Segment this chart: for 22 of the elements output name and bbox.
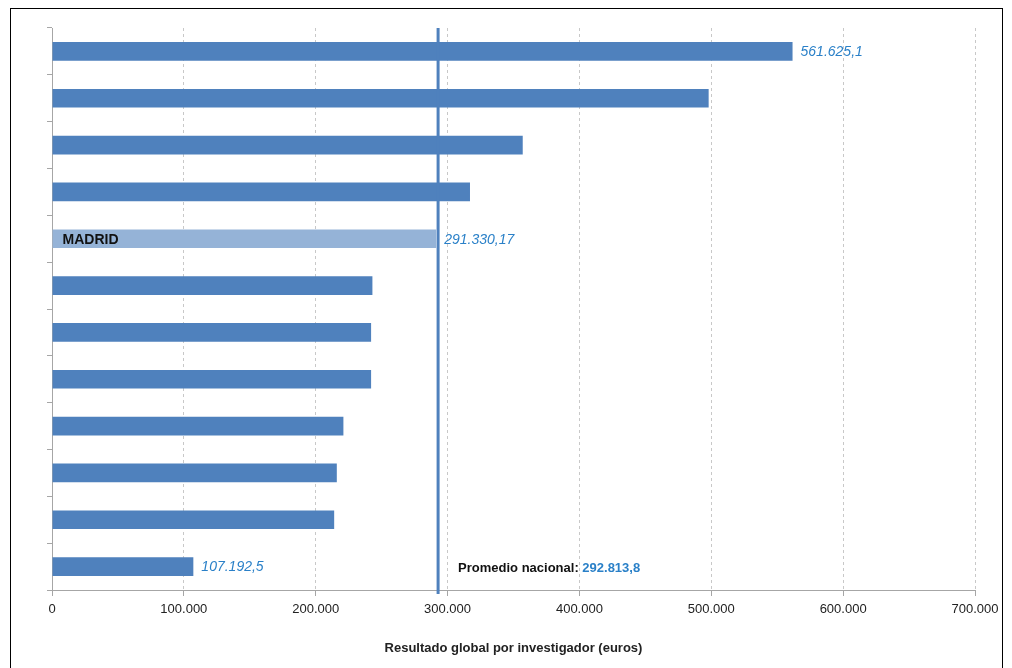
data-label: 291.330,17 — [443, 230, 516, 247]
ref-line-label: Promedio nacional: 292.813,8 — [458, 559, 641, 575]
bar — [52, 416, 344, 436]
x-tick-label: 100.000 — [160, 601, 208, 617]
bar — [52, 463, 337, 483]
data-label: 561.625,1 — [800, 43, 863, 60]
x-tick-label: 0 — [48, 601, 56, 617]
x-tick-label: 300.000 — [424, 601, 472, 617]
data-label: 107.192,5 — [201, 558, 264, 575]
bar — [52, 323, 372, 342]
bar — [52, 557, 194, 576]
x-tick-label: 600.000 — [819, 601, 867, 617]
x-tick-label: 700.000 — [951, 601, 999, 617]
y-tick-label: MADRID — [62, 230, 119, 247]
x-tick-label: 500.000 — [687, 601, 735, 617]
bar — [52, 229, 437, 249]
bar — [52, 369, 372, 389]
bar — [52, 276, 373, 295]
bar — [52, 510, 335, 530]
x-axis-title: Resultado global por investigador (euros) — [384, 639, 643, 655]
x-tick-label: 200.000 — [292, 601, 340, 617]
x-tick-label: 400.000 — [555, 601, 603, 617]
